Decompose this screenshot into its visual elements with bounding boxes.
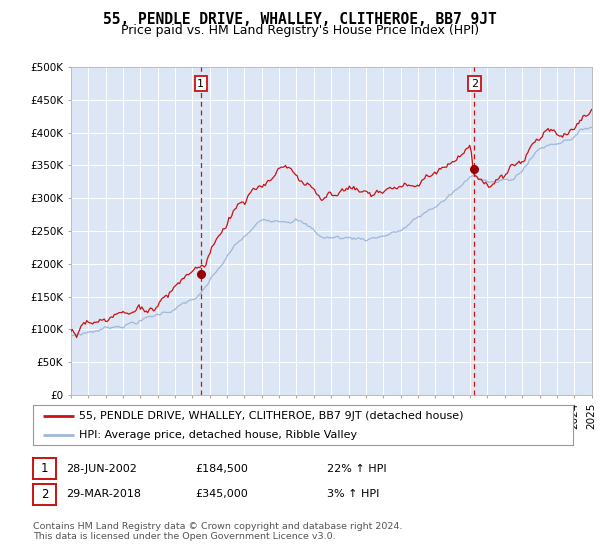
Text: 55, PENDLE DRIVE, WHALLEY, CLITHEROE, BB7 9JT: 55, PENDLE DRIVE, WHALLEY, CLITHEROE, BB… — [103, 12, 497, 27]
Text: 28-JUN-2002: 28-JUN-2002 — [67, 464, 137, 474]
Text: £184,500: £184,500 — [195, 464, 248, 474]
Text: 55, PENDLE DRIVE, WHALLEY, CLITHEROE, BB7 9JT (detached house): 55, PENDLE DRIVE, WHALLEY, CLITHEROE, BB… — [79, 411, 463, 421]
Text: Price paid vs. HM Land Registry's House Price Index (HPI): Price paid vs. HM Land Registry's House … — [121, 24, 479, 37]
Text: £345,000: £345,000 — [195, 489, 248, 500]
Text: 29-MAR-2018: 29-MAR-2018 — [67, 489, 142, 500]
Text: HPI: Average price, detached house, Ribble Valley: HPI: Average price, detached house, Ribb… — [79, 430, 357, 440]
Text: 2: 2 — [41, 488, 48, 501]
Text: 22% ↑ HPI: 22% ↑ HPI — [327, 464, 386, 474]
Text: 1: 1 — [197, 78, 205, 88]
Text: 3% ↑ HPI: 3% ↑ HPI — [327, 489, 379, 500]
Text: Contains HM Land Registry data © Crown copyright and database right 2024.
This d: Contains HM Land Registry data © Crown c… — [33, 522, 403, 542]
Text: 2: 2 — [470, 78, 478, 88]
Text: 1: 1 — [41, 462, 48, 475]
